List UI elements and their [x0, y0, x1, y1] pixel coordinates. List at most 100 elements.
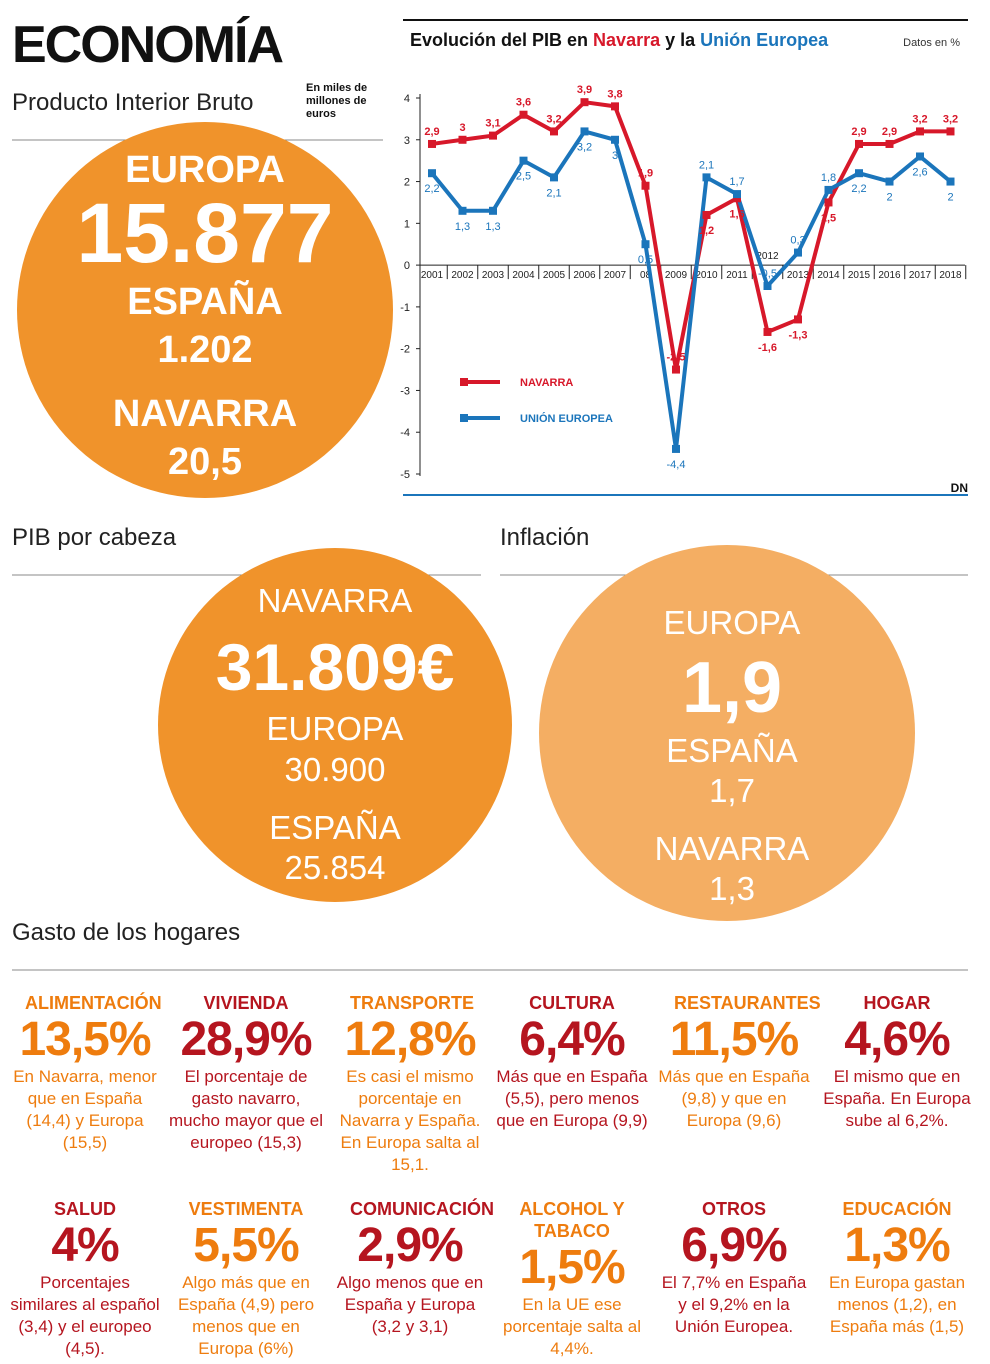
line [430, 129, 952, 450]
x-tick-label: 2003 [482, 270, 505, 281]
gasto-text: Porcentajes similares al español (3,4) y… [10, 1273, 160, 1358]
point [458, 135, 467, 144]
gasto-category: ALIMENTACIÓN [25, 993, 162, 1013]
circle-label: ESPAÑA [269, 809, 400, 846]
circle [539, 545, 915, 921]
gasto-item: ALCOHOL Y TABACO 1,5% En la UE ese porcent… [494, 1198, 650, 1360]
circle-label: EUROPA [664, 604, 801, 641]
value-label: 2,6 [912, 166, 927, 178]
circle-value: 1.202 [157, 329, 252, 371]
point [733, 194, 741, 203]
gasto-item: COMUNICACIÓN 2,9% Algo menos que en España… [332, 1198, 494, 1338]
line [431, 100, 951, 370]
gasto-text: El 7,7% en España y el 9,2% en la Unión … [661, 1273, 807, 1336]
point [702, 210, 711, 219]
section-title: Producto Interior Bruto [12, 89, 253, 116]
gasto-item: RESTAURANTES 11,5% Más que en España (9,8)… [656, 992, 820, 1132]
section-title: PIB por cabeza [12, 524, 177, 551]
point [641, 240, 650, 249]
gasto-category: COMUNICACIÓN [350, 1199, 494, 1219]
x-tick-label: 2001 [421, 270, 444, 281]
gasto-item: EDUCACIÓN 1,3% En Europa gastan menos (1,2… [819, 1198, 975, 1338]
gasto-item: CULTURA 6,4% Más que en España (5,5), pero… [494, 992, 650, 1132]
point [611, 135, 619, 144]
gasto-item: HOGAR 4,6% El mismo que en España. En Euro… [819, 992, 975, 1132]
point [763, 282, 772, 290]
point [824, 198, 833, 207]
y-tick-label: -1 [400, 302, 410, 314]
gasto-text: Algo menos que en España y Europa (3,2 y… [336, 1273, 484, 1336]
circle-value: 1,9 [682, 648, 782, 728]
point [672, 444, 680, 453]
point [946, 127, 955, 136]
point [550, 127, 558, 136]
gasto-value: 4% [51, 1219, 119, 1272]
x-tick-label: 2002 [451, 270, 474, 281]
value-label: 2,9 [424, 126, 439, 138]
title-part: Unión Europea [700, 30, 829, 50]
section-title: Gasto de los hogares [12, 919, 240, 946]
gasto-value: 11,5% [669, 1013, 799, 1066]
gasto-category: SALUD [54, 1199, 116, 1219]
note-box: En miles de millones de euros [306, 82, 368, 120]
x-tick-label: 2013 [787, 270, 810, 281]
gasto-category: VESTIMENTA [188, 1199, 304, 1219]
chart-title: Evolución del PIB en Navarra y la Unión … [410, 30, 829, 50]
x-tick-label: 2018 [939, 270, 962, 281]
gasto-item: SALUD 4% Porcentajes similares al español … [7, 1198, 163, 1360]
gasto-text: Es casi el mismo porcentaje en Navarra y… [339, 1067, 481, 1174]
circle [158, 548, 512, 902]
gasto-value: 12,8% [344, 1013, 476, 1066]
circle-value: 15.877 [77, 186, 334, 280]
value-label: 2,5 [516, 171, 531, 183]
x-tick-label: 2015 [848, 270, 871, 281]
gasto-category: VIVIENDA [203, 993, 289, 1013]
y-tick-label: -3 [400, 385, 410, 397]
value-label: -2,5 [667, 352, 686, 364]
value-label: 0,5 [638, 254, 653, 266]
note: En miles de millones de euros [306, 82, 368, 120]
value-label: 1,7 [729, 176, 744, 188]
title-part: y la [660, 30, 700, 50]
x-tick-label: 2004 [512, 270, 535, 281]
x-tick-label: 2017 [909, 270, 932, 281]
y-tick-label: 4 [404, 93, 410, 105]
source: DN [951, 481, 968, 495]
gasto-text: El porcentaje de gasto navarro, mucho ma… [168, 1067, 324, 1152]
circle-value: 1,3 [709, 870, 755, 907]
circle-label: EUROPA [125, 149, 285, 191]
value-label: 1,9 [638, 168, 653, 180]
point [885, 139, 894, 148]
circle-label: NAVARRA [655, 830, 810, 867]
value-label: 1,8 [821, 172, 836, 184]
gasto-category: TRANSPORTE [350, 993, 475, 1013]
gasto-value: 4,6% [844, 1013, 950, 1066]
gasto-item: VESTIMENTA 5,5% Algo más que en España (4,… [168, 1198, 324, 1360]
gasto-value: 13,5% [19, 1013, 151, 1066]
value-label: 2,9 [851, 126, 866, 138]
value-label: 2,2 [851, 183, 866, 195]
gasto-text: En Europa gastan menos (1,2), en España … [828, 1273, 966, 1336]
circle-label: NAVARRA [258, 582, 413, 619]
y-tick-label: 0 [404, 260, 410, 272]
gasto-text: En la UE ese porcentaje salta al 4,4%. [503, 1295, 641, 1358]
value-label: 2 [886, 192, 892, 204]
section-title: Inflación [500, 524, 589, 551]
value-label: 3,2 [546, 113, 561, 125]
circle-label: NAVARRA [113, 393, 297, 435]
x-tick-label: 2010 [695, 270, 718, 281]
circle-label: ESPAÑA [127, 279, 283, 323]
point [824, 185, 833, 194]
point [641, 181, 650, 190]
x-tick-label: 2009 [665, 270, 688, 281]
point [672, 365, 680, 374]
point [489, 206, 497, 215]
page-title: ECONOMÍA [12, 16, 283, 74]
gasto-value: 2,9% [357, 1219, 463, 1272]
value-label: 3,1 [485, 118, 500, 130]
gasto-category: HOGAR [863, 993, 931, 1013]
y-tick-label: -5 [400, 469, 410, 481]
value-label: 3 [612, 150, 618, 162]
point [550, 173, 558, 182]
point [519, 156, 528, 165]
